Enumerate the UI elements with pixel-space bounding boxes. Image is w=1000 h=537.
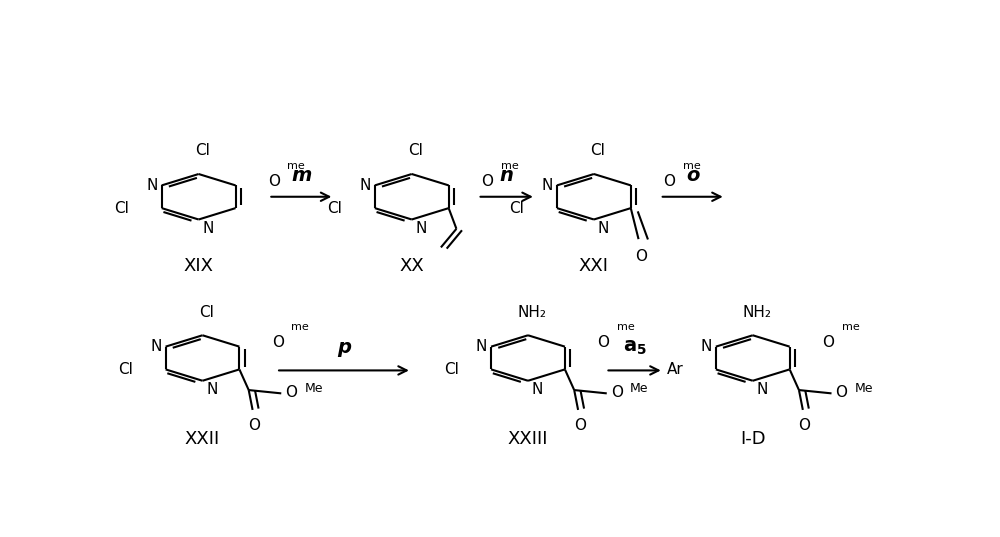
Text: O: O [272,335,284,350]
Text: Ar: Ar [667,362,683,377]
Text: Cl: Cl [444,362,459,377]
Text: O: O [663,174,675,188]
Text: N: N [701,339,712,354]
Text: O: O [574,418,586,433]
Text: I-D: I-D [740,430,766,448]
Text: N: N [476,339,487,354]
Text: $\mathbf{a_5}$: $\mathbf{a_5}$ [623,338,646,357]
Text: XXIII: XXIII [508,430,548,448]
Text: NH₂: NH₂ [517,304,546,320]
Text: N: N [542,178,553,193]
Text: O: O [268,174,280,188]
Text: Me: Me [855,382,873,395]
Text: O: O [798,418,810,433]
Text: N: N [202,221,214,236]
Text: O: O [611,384,623,400]
Text: O: O [635,250,647,265]
Text: N: N [416,221,427,236]
Text: Cl: Cl [510,201,524,216]
Text: Me: Me [305,382,323,395]
Text: Cl: Cl [408,143,423,158]
Text: me: me [617,322,635,332]
Text: o: o [686,166,699,185]
Text: me: me [287,161,305,171]
Text: p: p [337,338,351,357]
Text: XX: XX [399,257,424,275]
Text: Cl: Cl [327,201,342,216]
Text: me: me [683,161,700,171]
Text: O: O [285,384,297,400]
Text: m: m [291,166,312,185]
Text: Cl: Cl [195,143,210,158]
Text: n: n [500,166,514,185]
Text: me: me [842,322,859,332]
Text: O: O [835,384,847,400]
Text: N: N [150,339,162,354]
Text: O: O [822,335,834,350]
Text: N: N [360,178,371,193]
Text: me: me [501,161,518,171]
Text: N: N [598,221,609,236]
Text: N: N [206,382,218,397]
Text: Me: Me [630,382,649,395]
Text: N: N [532,382,543,397]
Text: XIX: XIX [184,257,214,275]
Text: N: N [146,178,158,193]
Text: Cl: Cl [199,304,214,320]
Text: O: O [597,335,609,350]
Text: O: O [248,418,260,433]
Text: O: O [481,174,493,188]
Text: N: N [757,382,768,397]
Text: me: me [291,322,309,332]
Text: NH₂: NH₂ [742,304,771,320]
Text: Cl: Cl [590,143,605,158]
Text: XXII: XXII [185,430,220,448]
Text: Cl: Cl [118,362,133,377]
Text: XXI: XXI [579,257,609,275]
Text: Cl: Cl [114,201,129,216]
